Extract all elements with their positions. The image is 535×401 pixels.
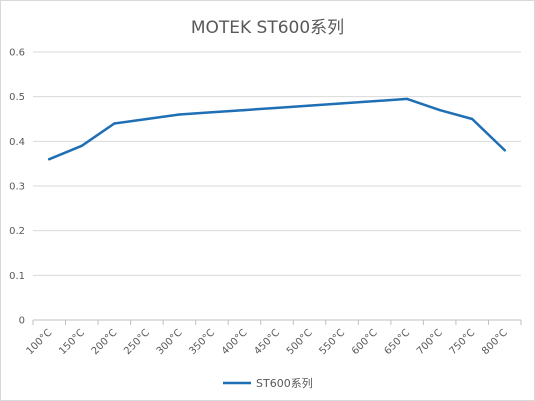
data-point [145, 117, 149, 121]
data-point [113, 122, 116, 125]
x-tick-label: 800°C [480, 327, 510, 357]
y-tick-label: 0 [19, 316, 25, 327]
data-point [373, 99, 376, 103]
x-tick-label: 500°C [285, 327, 315, 357]
x-tick-label: 700°C [415, 327, 445, 357]
y-tick-label: 0.4 [9, 137, 25, 148]
y-tick-label: 0.3 [9, 182, 25, 193]
data-point [308, 104, 311, 107]
data-point [438, 108, 441, 112]
data-point [471, 117, 474, 121]
x-tick-label: 300°C [155, 327, 185, 357]
x-tick-label: 150°C [57, 327, 87, 357]
data-point [80, 144, 84, 147]
x-tick-label: 400°C [220, 327, 250, 357]
x-tick-label: 200°C [90, 327, 120, 357]
y-tick-label: 0.2 [9, 226, 25, 237]
x-tick-label: 550°C [317, 327, 347, 357]
legend-label: ST600系列 [256, 376, 313, 390]
x-tick-label: 100°C [25, 327, 55, 357]
data-point [243, 108, 246, 112]
x-tick-label: 750°C [448, 327, 478, 357]
data-point [210, 111, 214, 114]
x-tick-label: 600°C [350, 327, 380, 357]
y-tick-label: 0.6 [9, 48, 25, 59]
data-point [48, 158, 51, 161]
y-tick-label: 0.5 [9, 92, 25, 103]
data-point [178, 113, 181, 116]
data-point [503, 149, 506, 152]
x-tick-label: 350°C [187, 327, 217, 357]
x-tick-label: 250°C [122, 327, 152, 357]
data-point [340, 102, 344, 105]
data-point [275, 106, 279, 110]
y-tick-label: 0.1 [9, 271, 25, 282]
x-tick-label: 650°C [383, 327, 413, 357]
x-tick-label: 450°C [252, 327, 282, 357]
data-point [405, 97, 409, 101]
chart-title: MOTEK ST600系列 [190, 18, 345, 38]
